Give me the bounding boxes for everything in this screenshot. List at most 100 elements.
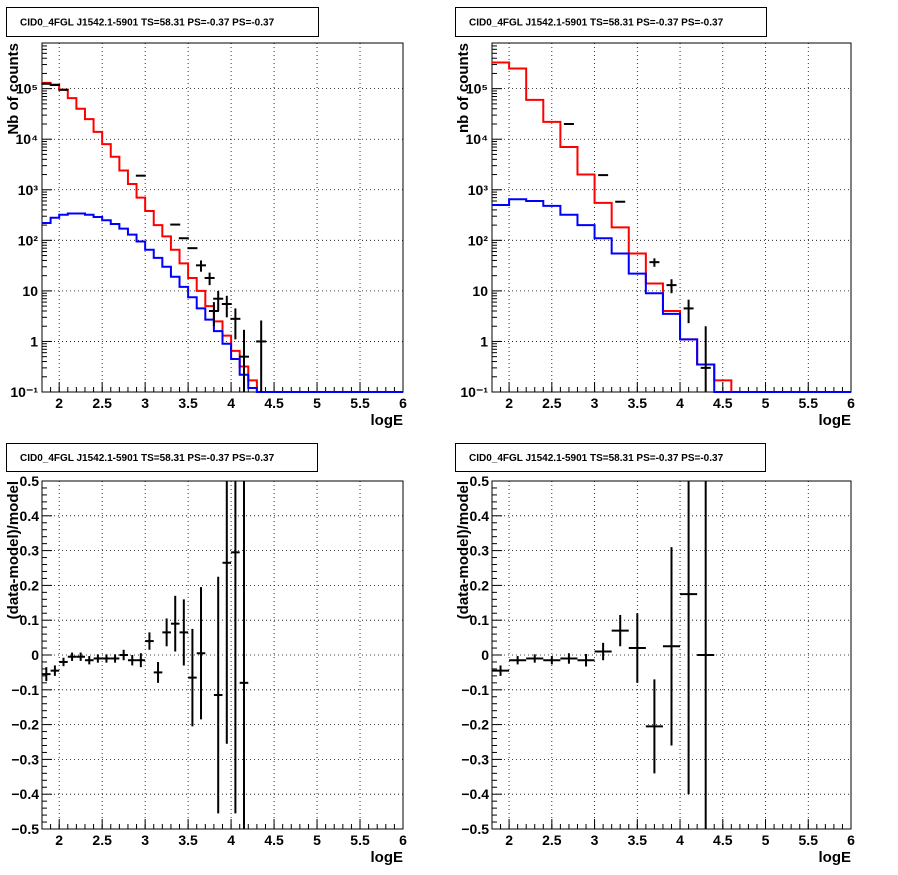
residual-point xyxy=(492,665,510,676)
data-point xyxy=(196,260,207,272)
data-point xyxy=(208,302,219,327)
residual-point xyxy=(509,656,527,665)
y-tick-label: 10 xyxy=(472,283,488,299)
histogram-series-1 xyxy=(42,81,403,393)
data-point xyxy=(221,295,232,318)
x-tick-label: 6 xyxy=(847,832,855,848)
plot-frame xyxy=(41,480,404,830)
x-tick-label: 5 xyxy=(762,395,770,411)
y-tick-label: −0.5 xyxy=(11,821,39,837)
x-tick-label: 2 xyxy=(55,395,63,411)
y-tick-label: 1 xyxy=(30,333,38,349)
panel-4: CID0_4FGL J1542.1-5901 TS=58.31 PS=-0.37… xyxy=(455,443,855,866)
residual-point xyxy=(110,654,120,663)
x-tick-label: 4.5 xyxy=(713,832,733,848)
x-tick-label: 6 xyxy=(847,395,855,411)
y-axis-title: Nb of counts xyxy=(5,43,22,135)
histogram-series-2 xyxy=(42,212,403,393)
y-tick-label: 10 xyxy=(22,283,38,299)
y-tick-label: 10⁴ xyxy=(466,131,489,147)
x-tick-label: 5.5 xyxy=(350,395,370,411)
residual-point xyxy=(59,657,68,667)
title-box xyxy=(6,7,319,37)
y-tick-label: −0.3 xyxy=(461,751,489,767)
residual-point xyxy=(50,665,60,676)
residual-point xyxy=(697,481,715,829)
y-tick-label: 0 xyxy=(31,647,39,663)
x-tick-label: 5.5 xyxy=(799,395,819,411)
chart-title: CID0_4FGL J1542.1-5901 TS=58.31 PS=-0.37… xyxy=(469,18,724,29)
y-tick-label: 0.2 xyxy=(20,577,40,593)
x-tick-label: 2.5 xyxy=(92,395,112,411)
title-box xyxy=(455,443,766,472)
y-tick-label: −0.5 xyxy=(461,821,489,837)
residual-point xyxy=(42,667,51,682)
residual-point xyxy=(213,576,223,814)
x-tick-label: 4 xyxy=(676,395,684,411)
x-tick-label: 4 xyxy=(676,832,684,848)
residual-point xyxy=(526,654,544,663)
y-axis-title: (data-model)/model xyxy=(455,481,472,619)
data-point xyxy=(230,308,241,340)
residual-point xyxy=(119,649,128,661)
x-tick-label: 4.5 xyxy=(264,832,284,848)
y-tick-label: 10² xyxy=(468,232,489,248)
x-tick-label: 3 xyxy=(591,395,599,411)
y-tick-label: −0.4 xyxy=(11,786,39,802)
y-tick-label: 10⁵ xyxy=(16,81,38,97)
residual-point xyxy=(136,653,146,668)
y-tick-label: −0.2 xyxy=(461,717,489,733)
residual-point xyxy=(76,652,85,661)
residual-point xyxy=(145,632,154,650)
y-tick-label: 0.2 xyxy=(470,577,490,593)
residual-point xyxy=(560,653,578,664)
x-tick-label: 2.5 xyxy=(542,832,562,848)
residual-point xyxy=(127,655,137,666)
y-tick-label: 0 xyxy=(481,647,489,663)
residual-point xyxy=(222,481,232,744)
x-tick-label: 6 xyxy=(399,832,407,848)
y-tick-label: −0.1 xyxy=(11,682,39,698)
y-axis-title: (data-model)/model xyxy=(5,481,22,619)
y-tick-label: 0.3 xyxy=(20,543,40,559)
x-tick-label: 6 xyxy=(399,395,407,411)
x-tick-label: 4.5 xyxy=(713,395,733,411)
y-tick-label: 0.3 xyxy=(470,543,490,559)
residual-point xyxy=(611,614,629,647)
x-tick-label: 5 xyxy=(313,395,321,411)
residual-point xyxy=(231,481,240,814)
residual-point xyxy=(170,595,180,652)
data-point xyxy=(700,326,711,392)
residual-point xyxy=(628,613,646,683)
y-tick-label: 0.4 xyxy=(470,508,490,524)
residual-point xyxy=(645,679,663,774)
y-tick-label: 10⁴ xyxy=(16,131,39,147)
data-point xyxy=(204,272,215,286)
x-tick-label: 2 xyxy=(55,832,63,848)
residual-point xyxy=(594,642,612,661)
panel-1: CID0_4FGL J1542.1-5901 TS=58.31 PS=-0.37… xyxy=(5,7,407,429)
residual-point xyxy=(239,481,249,829)
panel-2: CID0_4FGL J1542.1-5901 TS=58.31 PS=-0.37… xyxy=(455,7,855,429)
x-axis-title: logE xyxy=(371,849,404,866)
x-tick-label: 2 xyxy=(505,395,513,411)
residual-point xyxy=(179,599,189,666)
data-point xyxy=(238,329,249,392)
x-tick-label: 3.5 xyxy=(178,832,198,848)
x-tick-label: 5 xyxy=(762,832,770,848)
y-axis-title: nb of counts xyxy=(455,43,472,133)
x-tick-label: 2.5 xyxy=(542,395,562,411)
x-tick-label: 4 xyxy=(227,395,235,411)
y-tick-label: −0.1 xyxy=(461,682,489,698)
y-tick-label: 1 xyxy=(480,333,488,349)
residual-point xyxy=(543,656,561,665)
y-tick-label: 10² xyxy=(18,232,39,248)
x-tick-label: 5.5 xyxy=(350,832,370,848)
residual-point xyxy=(93,654,103,663)
residual-point xyxy=(84,656,94,665)
residual-point xyxy=(680,481,698,795)
x-tick-label: 3.5 xyxy=(178,395,198,411)
y-tick-label: 10⁵ xyxy=(466,81,488,97)
title-box xyxy=(6,443,318,472)
